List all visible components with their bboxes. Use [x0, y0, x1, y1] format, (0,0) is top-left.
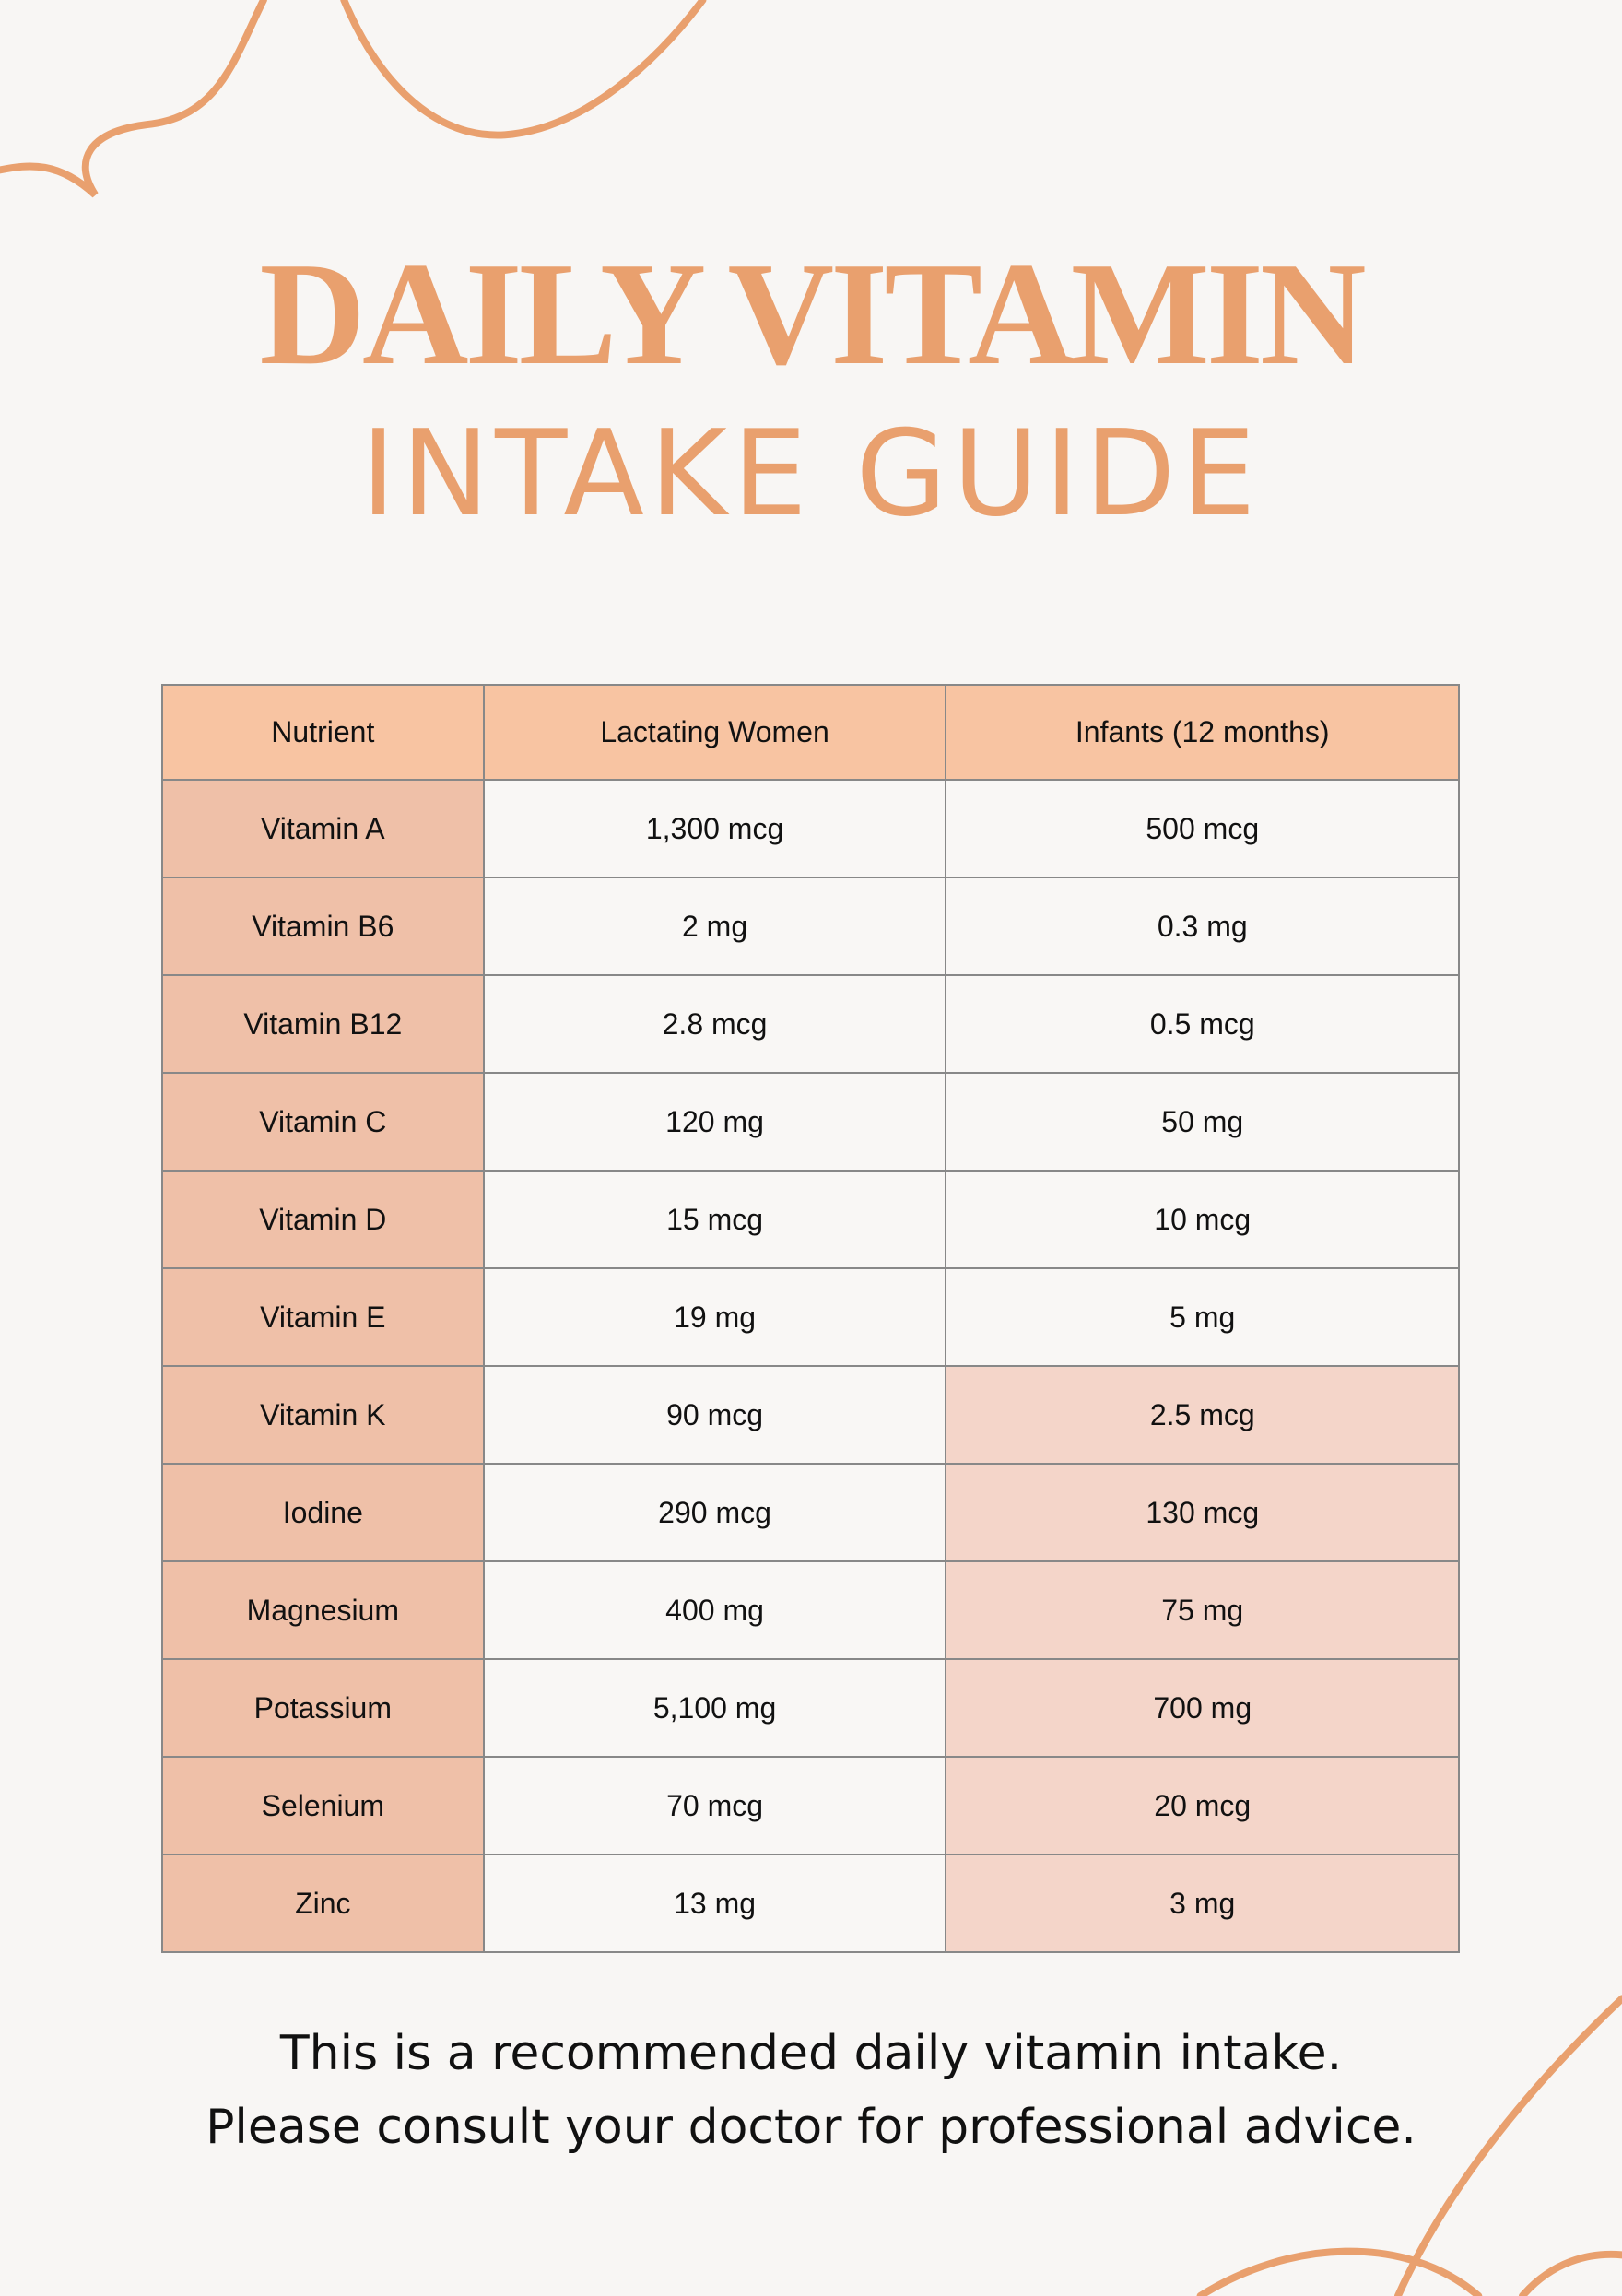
table-cell: 75 mg — [945, 1560, 1460, 1660]
table-cell: 5,100 mg — [482, 1658, 947, 1758]
table-cell: Selenium — [161, 1756, 485, 1855]
table-row: Iodine 290 mcg 130 mcg — [161, 1463, 1460, 1562]
curve — [0, 0, 267, 198]
table-cell: Iodine — [161, 1463, 485, 1562]
table-row: Vitamin B12 2.8 mcg 0.5 mcg — [161, 974, 1460, 1074]
footer-line: Please consult your doctor for professio… — [206, 2100, 1416, 2155]
table-cell: Zinc — [161, 1854, 485, 1953]
table-row: Vitamin C 120 mg 50 mg — [161, 1072, 1460, 1172]
title: DAILY VITAMIN — [259, 231, 1366, 395]
table-row: Magnesium 400 mg 75 mg — [161, 1560, 1460, 1660]
table-body: Vitamin A 1,300 mcg 500 mcg Vitamin B6 2 mg 0… — [161, 779, 1460, 1953]
header-row: Nutrient Lactating Women Infants (12 month… — [161, 684, 1460, 781]
table-row: Vitamin D 15 mcg 10 mcg — [161, 1170, 1460, 1269]
table-cell: 90 mcg — [482, 1365, 947, 1465]
curve — [1196, 2247, 1622, 2296]
table-cell: 70 mcg — [482, 1756, 947, 1855]
table-cell: 0.3 mg — [945, 877, 1460, 976]
table-row: Vitamin B6 2 mg 0.3 mg — [161, 877, 1460, 976]
table-row: Zinc 13 mg 3 mg — [161, 1854, 1460, 1953]
column-header: Nutrient — [161, 684, 485, 781]
table-cell: 2 mg — [482, 877, 947, 976]
table-row: Vitamin E 19 mg 5 mg — [161, 1267, 1460, 1367]
table-cell: 120 mg — [482, 1072, 947, 1172]
table-row: Vitamin K 90 mcg 2.5 mcg — [161, 1365, 1460, 1465]
table-cell: 500 mcg — [945, 779, 1460, 878]
column-header: Lactating Women — [482, 684, 947, 781]
table-cell: Vitamin D — [161, 1170, 485, 1269]
curve — [340, 0, 707, 139]
table-cell: Vitamin K — [161, 1365, 485, 1465]
table-cell: 130 mcg — [945, 1463, 1460, 1562]
table-cell: 2.5 mcg — [945, 1365, 1460, 1465]
table-cell: Vitamin B12 — [161, 974, 485, 1074]
table-cell: 3 mg — [945, 1854, 1460, 1953]
table-cell: 290 mcg — [482, 1463, 947, 1562]
column-header: Infants (12 months) — [945, 684, 1460, 781]
table-cell: 20 mcg — [945, 1756, 1460, 1855]
vitamin-table: Nutrient Lactating Women Infants (12 month… — [161, 684, 1460, 1953]
table-row: Vitamin A 1,300 mcg 500 mcg — [161, 779, 1460, 878]
table-cell: Vitamin E — [161, 1267, 485, 1367]
curve — [1393, 1995, 1622, 2296]
table-cell: 5 mg — [945, 1267, 1460, 1367]
table-cell: 700 mg — [945, 1658, 1460, 1758]
table-cell: 13 mg — [482, 1854, 947, 1953]
table-cell: 50 mg — [945, 1072, 1460, 1172]
table-cell: 1,300 mcg — [482, 779, 947, 878]
table-cell: 15 mcg — [482, 1170, 947, 1269]
table-cell: 2.8 mcg — [482, 974, 947, 1074]
table-cell: Vitamin B6 — [161, 877, 485, 976]
footer-line: This is a recommended daily vitamin inta… — [279, 2026, 1343, 2081]
subtitle: INTAKE GUIDE — [360, 406, 1262, 543]
table-row: Potassium 5,100 mg 700 mg — [161, 1658, 1460, 1758]
table-cell: Potassium — [161, 1658, 485, 1758]
table-cell: Vitamin C — [161, 1072, 485, 1172]
table-cell: 400 mg — [482, 1560, 947, 1660]
table-cell: 10 mcg — [945, 1170, 1460, 1269]
table-cell: 0.5 mcg — [945, 974, 1460, 1074]
table-cell: Vitamin A — [161, 779, 485, 878]
table-cell: Magnesium — [161, 1560, 485, 1660]
table-row: Selenium 70 mcg 20 mcg — [161, 1756, 1460, 1855]
table-cell: 19 mg — [482, 1267, 947, 1367]
